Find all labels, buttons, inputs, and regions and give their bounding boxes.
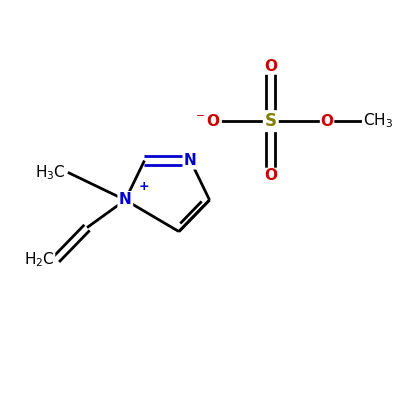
Text: O: O (264, 59, 277, 74)
Text: CH$_3$: CH$_3$ (363, 112, 393, 130)
Text: O: O (320, 114, 334, 129)
Text: H$_3$C: H$_3$C (35, 163, 66, 182)
Text: +: + (139, 180, 149, 193)
Text: H$_2$C: H$_2$C (24, 250, 54, 268)
Text: N: N (184, 153, 197, 168)
Text: N: N (119, 192, 132, 208)
Text: O: O (264, 168, 277, 184)
Text: $^-$O: $^-$O (193, 113, 221, 129)
Text: S: S (265, 112, 277, 130)
